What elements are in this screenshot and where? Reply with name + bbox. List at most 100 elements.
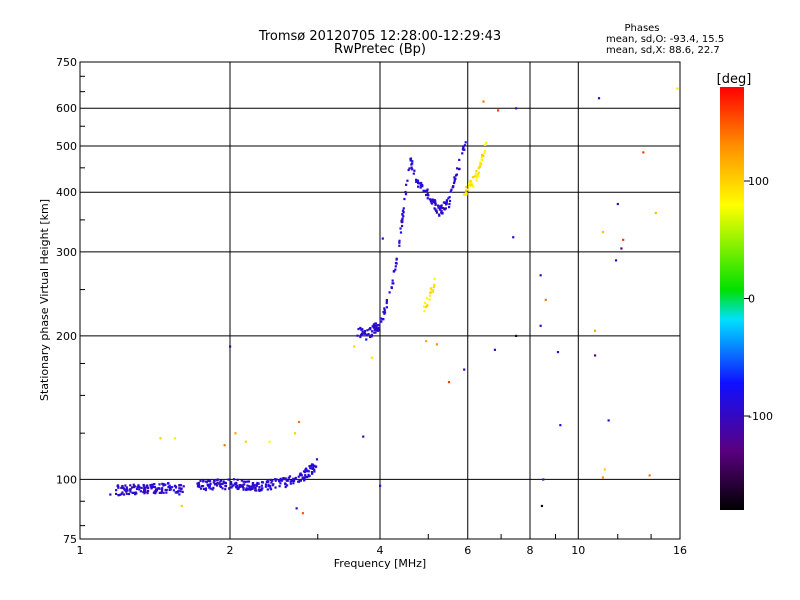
o-mode-point xyxy=(359,335,362,339)
o-mode-point xyxy=(146,491,149,495)
o-mode-point xyxy=(434,208,437,211)
o-mode-point xyxy=(271,484,274,487)
x-mode-point xyxy=(428,294,432,297)
scatter-point xyxy=(435,343,438,346)
o-mode-point xyxy=(209,480,212,483)
o-mode-point xyxy=(292,482,295,485)
o-mode-point xyxy=(385,298,389,302)
o-mode-point xyxy=(260,481,264,484)
x-mode-point xyxy=(423,301,427,305)
o-mode-point xyxy=(300,473,303,476)
o-mode-point xyxy=(400,220,403,224)
o-mode-point xyxy=(170,486,174,489)
scatter-point xyxy=(301,512,305,515)
x-mode-point xyxy=(480,158,483,161)
o-mode-point xyxy=(290,479,294,482)
o-mode-point xyxy=(127,492,131,496)
o-mode-point xyxy=(455,167,459,170)
o-mode-point xyxy=(400,219,403,222)
x-mode-point xyxy=(480,156,483,159)
o-mode-point xyxy=(363,329,367,333)
o-mode-point xyxy=(150,487,153,490)
o-mode-point xyxy=(453,180,456,183)
o-mode-point xyxy=(219,485,222,488)
o-mode-point xyxy=(242,487,245,490)
scatter-point xyxy=(616,202,619,206)
x-mode-point xyxy=(433,277,436,280)
x-mode-point xyxy=(464,192,468,195)
o-mode-point xyxy=(449,190,452,193)
o-mode-point xyxy=(374,331,377,334)
o-mode-point xyxy=(219,479,223,482)
o-mode-point xyxy=(240,479,243,482)
o-mode-point xyxy=(304,474,307,477)
o-mode-point xyxy=(404,193,408,196)
scatter-point xyxy=(648,474,651,477)
x-mode-point xyxy=(477,173,480,176)
x-mode-point xyxy=(464,189,468,192)
o-mode-point xyxy=(440,210,443,213)
o-mode-point xyxy=(376,323,379,327)
y-tick-label: 100 xyxy=(56,473,77,486)
o-mode-point xyxy=(233,482,236,485)
o-mode-point xyxy=(431,198,434,201)
o-mode-point xyxy=(425,193,428,197)
o-mode-point xyxy=(154,490,157,493)
o-mode-point xyxy=(419,186,422,189)
o-mode-point xyxy=(254,489,257,492)
o-mode-point xyxy=(160,488,164,492)
o-mode-point xyxy=(310,463,314,466)
o-mode-point xyxy=(268,484,272,488)
o-mode-point xyxy=(125,486,128,489)
scatter-point xyxy=(593,354,597,357)
o-mode-point xyxy=(286,479,289,482)
o-mode-point xyxy=(238,485,242,488)
scatter-point xyxy=(614,259,618,262)
o-mode-point xyxy=(178,493,181,496)
o-mode-point xyxy=(388,291,391,294)
o-mode-point xyxy=(180,487,183,491)
x-mode-point xyxy=(477,167,480,170)
o-mode-point xyxy=(121,491,124,494)
data-points xyxy=(109,87,679,515)
o-mode-point xyxy=(298,478,301,482)
o-mode-point xyxy=(306,469,309,472)
o-mode-point xyxy=(372,323,376,326)
o-mode-point xyxy=(289,480,292,483)
o-mode-point xyxy=(122,493,126,496)
o-mode-point xyxy=(395,257,398,260)
scatter-point xyxy=(229,345,232,348)
o-mode-point xyxy=(411,168,414,171)
o-mode-point xyxy=(130,486,134,489)
x-mode-point xyxy=(475,169,478,173)
o-mode-point xyxy=(452,185,455,188)
o-mode-point xyxy=(217,482,220,485)
o-mode-point xyxy=(269,478,272,482)
x-mode-point xyxy=(477,174,480,178)
o-mode-point xyxy=(164,488,167,492)
o-mode-point xyxy=(401,213,404,216)
o-mode-point xyxy=(402,211,405,214)
o-mode-point xyxy=(224,481,227,484)
o-mode-point xyxy=(149,484,152,487)
o-mode-point xyxy=(204,488,207,492)
o-mode-point xyxy=(401,209,405,212)
o-mode-point xyxy=(144,486,147,489)
o-mode-point xyxy=(253,484,256,487)
scatter-point xyxy=(654,211,657,215)
y-axis-label: Stationary phase Virtual Height [km] xyxy=(38,199,51,401)
o-mode-point xyxy=(301,476,304,479)
o-mode-point xyxy=(395,262,398,265)
x-mode-point xyxy=(465,193,468,196)
scatter-point xyxy=(539,274,542,277)
scatter-point xyxy=(244,440,247,443)
x-mode-point xyxy=(463,193,466,196)
o-mode-point xyxy=(463,144,467,147)
o-mode-point xyxy=(142,483,145,487)
o-mode-point xyxy=(448,199,452,203)
o-mode-point xyxy=(128,488,131,491)
o-mode-point xyxy=(293,479,296,482)
o-mode-point xyxy=(416,179,419,182)
o-mode-point xyxy=(247,485,251,488)
scatter-point xyxy=(607,419,610,422)
